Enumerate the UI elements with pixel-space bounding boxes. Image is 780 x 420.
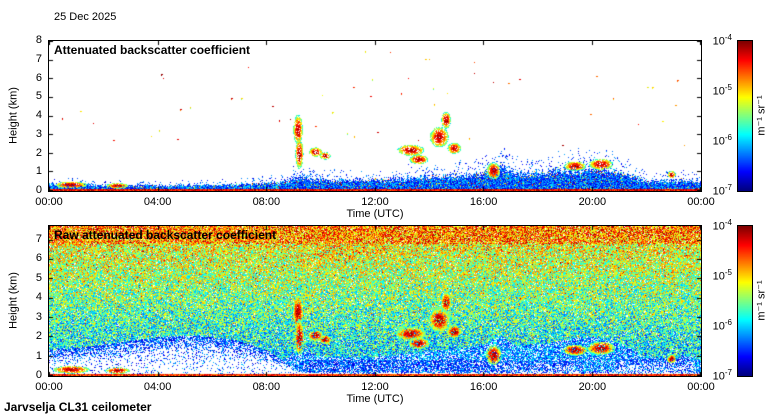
- raw-attenuated-backscatter-heatmap: [48, 225, 702, 377]
- y-tick-label: 8: [35, 34, 42, 46]
- y-tick-label: 5: [35, 271, 42, 284]
- colorbar-tick-label: 10-6: [712, 133, 732, 148]
- panel-attenuated-backscatter: Attenuated backscatter coefficient Heigh…: [8, 33, 780, 230]
- date-label: 25 Dec 2025: [54, 11, 117, 23]
- y-tick-label: 6: [35, 71, 42, 84]
- y-tick-label: 0: [35, 184, 42, 196]
- x-tick-label: 00:00: [687, 196, 715, 208]
- x-tick-label: 04:00: [143, 381, 172, 393]
- y-tick-label: 7: [35, 232, 42, 245]
- y-tick-label: 5: [35, 90, 42, 103]
- plot-title: Attenuated backscatter coefficient: [54, 43, 251, 57]
- colorbar: [737, 225, 753, 377]
- colorbar-tick-label: 10-5: [712, 268, 732, 283]
- y-tick-label: 1: [35, 349, 42, 362]
- x-tick-label: 04:00: [143, 196, 172, 208]
- y-tick-label: 4: [35, 109, 42, 121]
- colorbar-tick-label: 10-4: [712, 218, 732, 233]
- x-axis-ticks: 00:00 04:00 08:00 12:00 16:00 20:00 00:00: [35, 196, 715, 209]
- plot-title: Raw attenuated backscatter coefficient: [54, 228, 277, 242]
- x-tick-label: 16:00: [469, 381, 498, 393]
- x-axis-label: Time (UTC): [346, 393, 404, 405]
- colorbar-tick-label: 10-6: [712, 318, 732, 333]
- colorbar-tick-label: 10-7: [712, 368, 732, 383]
- x-tick-label: 08:00: [252, 196, 281, 208]
- x-axis-label: Time (UTC): [346, 208, 404, 220]
- station-label: Jarvselja CL31 ceilometer: [4, 400, 152, 414]
- colorbar-tick-label: 10-5: [712, 83, 732, 98]
- x-tick-label: 00:00: [35, 196, 63, 208]
- x-tick-label: 16:00: [469, 196, 498, 208]
- x-tick-label: 20:00: [578, 196, 607, 208]
- colorbar-tick-label: 10-4: [712, 33, 732, 48]
- x-axis-ticks: 00:00 04:00 08:00 12:00 16:00 20:00 00:00: [35, 381, 715, 394]
- panel-raw-attenuated-backscatter: Raw attenuated backscatter coefficient H…: [8, 218, 780, 415]
- y-tick-label: 1: [35, 165, 42, 178]
- y-tick-label: 3: [35, 310, 42, 323]
- y-tick-label: 3: [35, 127, 42, 140]
- colorbar-units-label: m⁻¹ sr⁻¹: [755, 280, 768, 321]
- colorbar: [737, 40, 753, 192]
- y-tick-label: 2: [35, 330, 42, 343]
- x-tick-label: 08:00: [252, 381, 281, 393]
- attenuated-backscatter-heatmap: [48, 40, 702, 192]
- x-tick-label: 12:00: [361, 196, 389, 208]
- y-tick-label: 4: [35, 291, 42, 304]
- y-tick-label: 0: [35, 369, 42, 381]
- x-tick-label: 12:00: [361, 381, 389, 393]
- y-tick-label: 2: [35, 146, 42, 159]
- y-tick-label: 7: [35, 52, 42, 65]
- colorbar-tick-label: 10-7: [712, 183, 732, 198]
- y-tick-label: 6: [35, 252, 42, 265]
- x-tick-label: 00:00: [687, 381, 715, 393]
- colorbar-units-label: m⁻¹ sr⁻¹: [755, 95, 768, 136]
- x-tick-label: 20:00: [578, 381, 607, 393]
- x-tick-label: 00:00: [35, 381, 63, 393]
